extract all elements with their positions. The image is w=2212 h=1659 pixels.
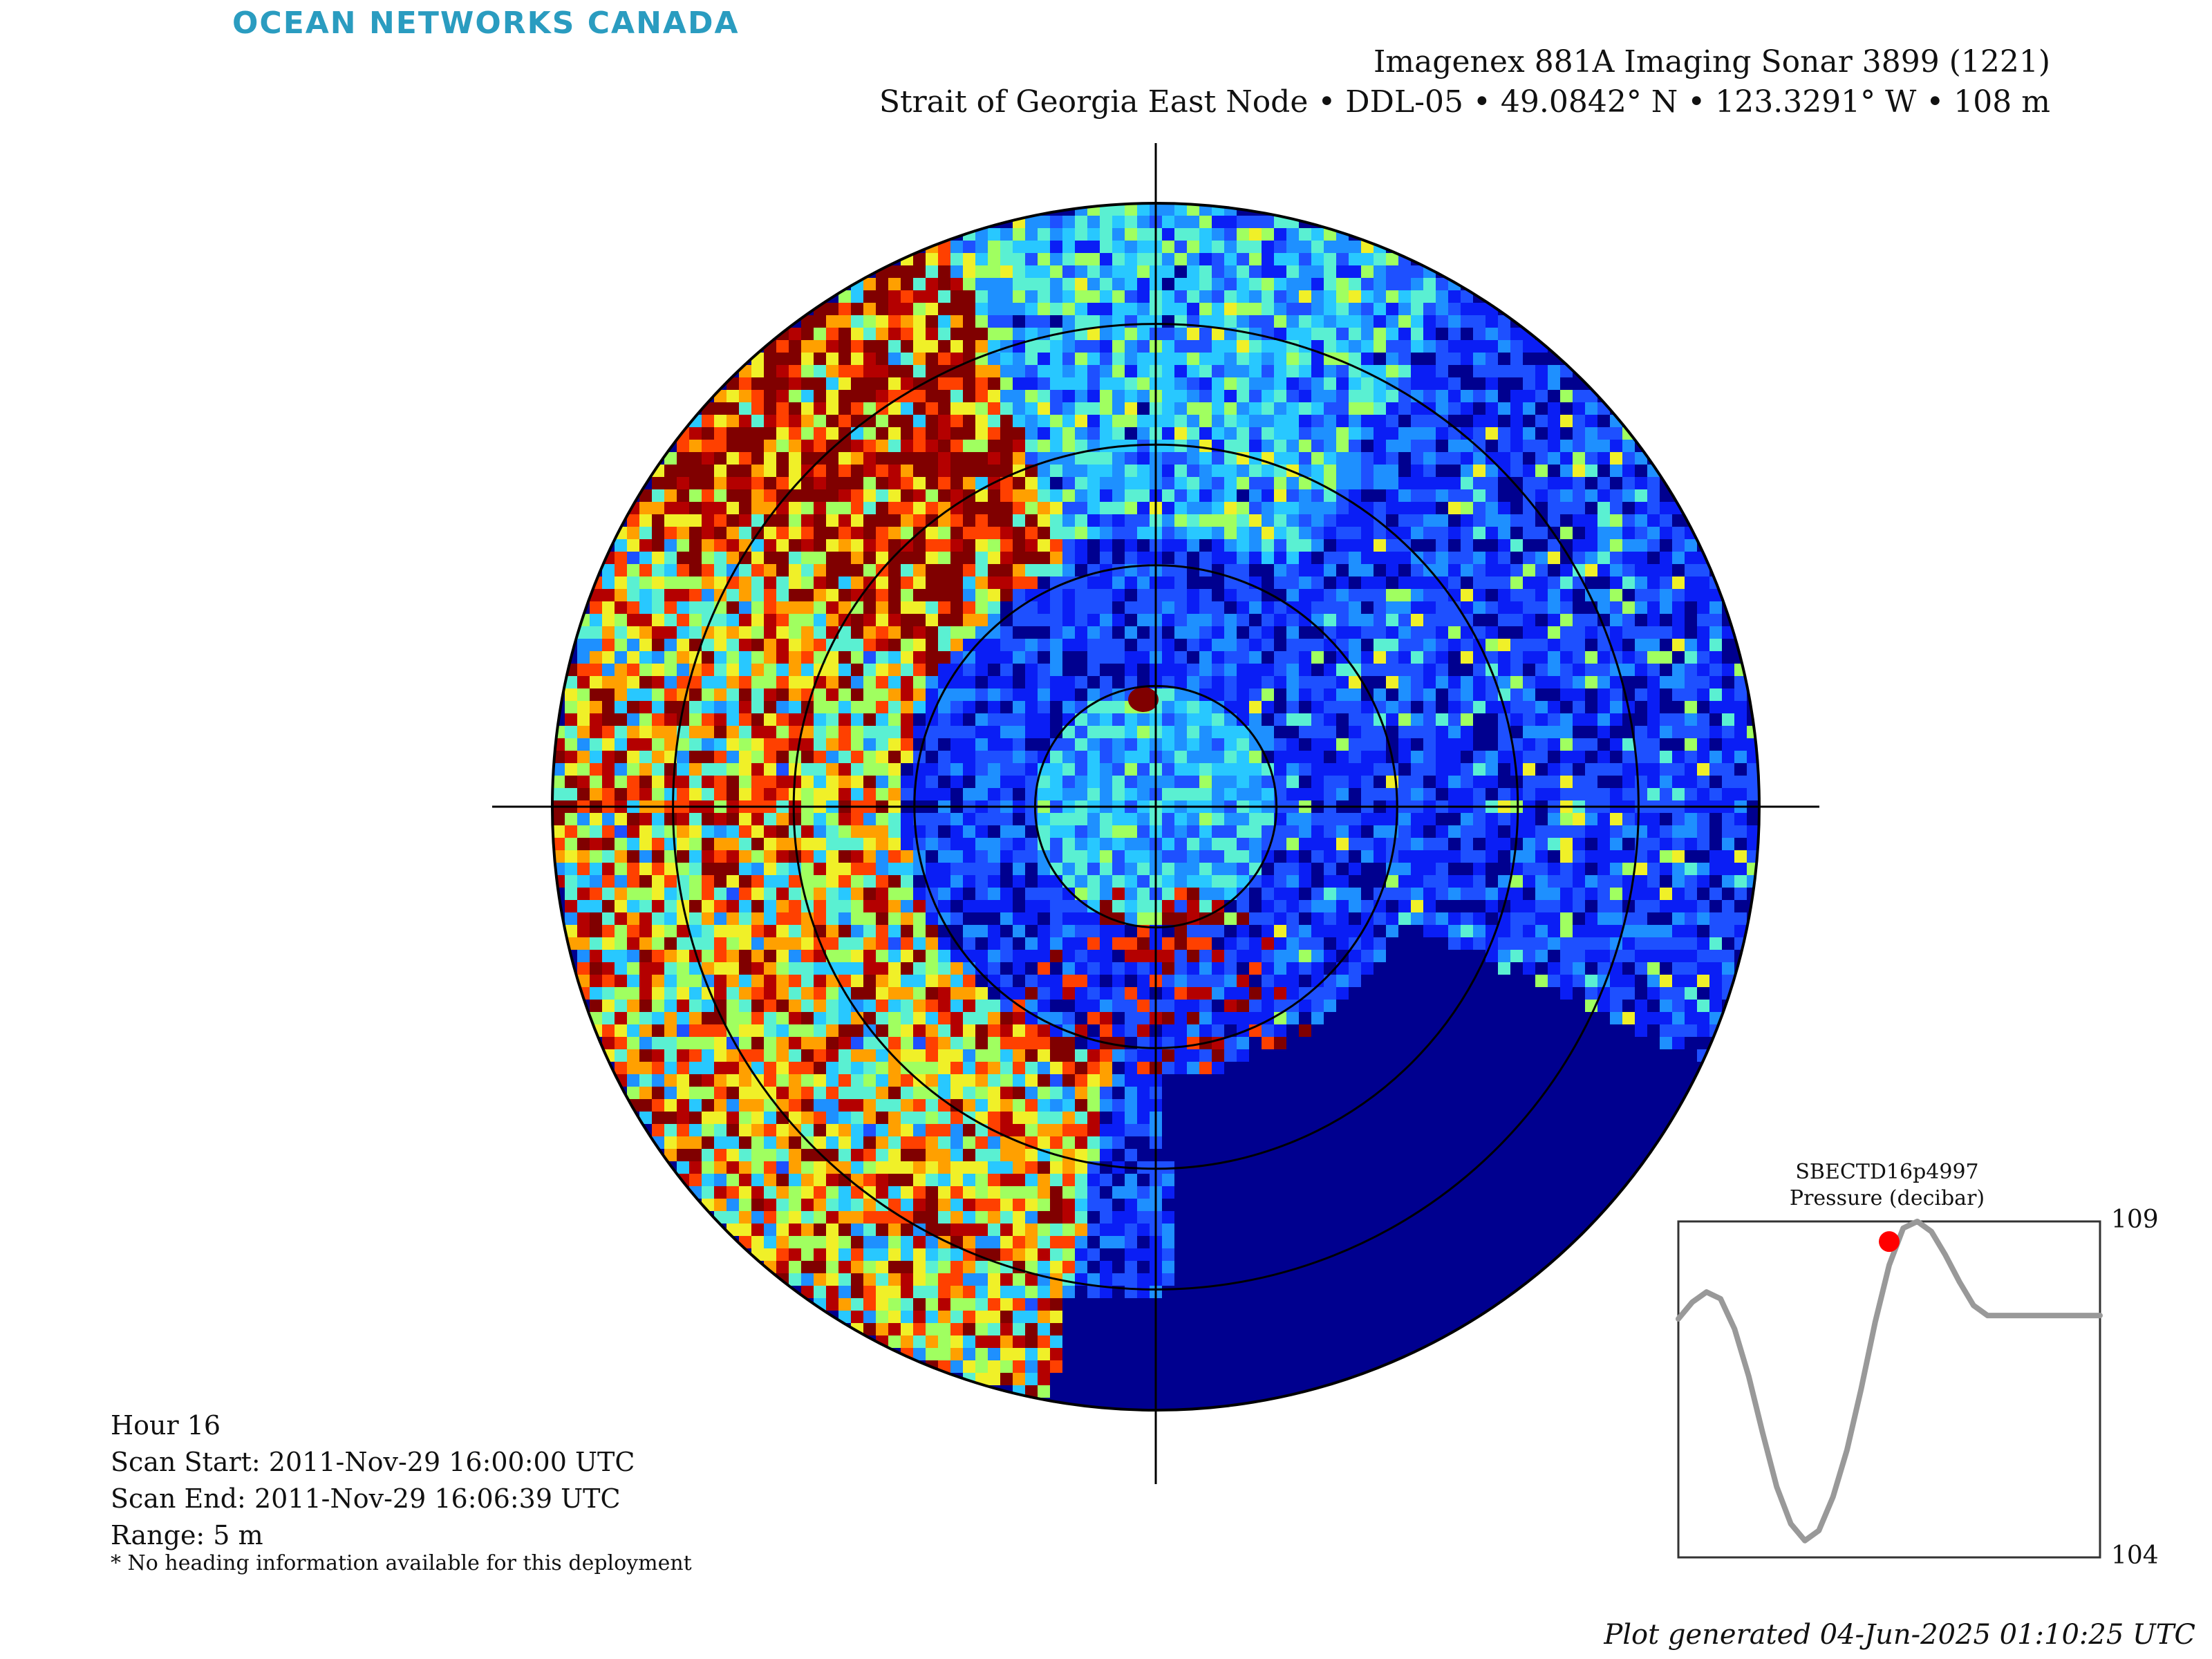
inset-quantity-title: Pressure (decibar) bbox=[1789, 1186, 1985, 1210]
heading-note: * No heading information available for t… bbox=[111, 1551, 692, 1575]
sonar-returns bbox=[552, 203, 1759, 1398]
instrument-title: Imagenex 881A Imaging Sonar 3899 (1221) bbox=[1373, 44, 2050, 79]
target-return bbox=[1128, 687, 1159, 712]
location-subtitle: Strait of Georgia East Node • DDL-05 • 4… bbox=[879, 84, 2050, 120]
scan-end: Scan End: 2011-Nov-29 16:06:39 UTC bbox=[111, 1483, 621, 1514]
sonar-grid bbox=[492, 143, 1819, 1484]
pressure-inset bbox=[1676, 1219, 2103, 1559]
inset-ytick-top: 109 bbox=[2111, 1206, 2159, 1234]
current-time-marker bbox=[1879, 1231, 1900, 1253]
scan-start: Scan Start: 2011-Nov-29 16:00:00 UTC bbox=[111, 1447, 635, 1477]
inset-frame bbox=[1677, 1220, 2101, 1559]
inset-ytick-bottom: 104 bbox=[2111, 1541, 2159, 1570]
ocean-networks-canada-logo: OCEAN NETWORKS CANADA bbox=[232, 6, 740, 41]
scan-range: Range: 5 m bbox=[111, 1520, 263, 1550]
pressure-series-line bbox=[1676, 1219, 2103, 1544]
scan-hour: Hour 16 bbox=[111, 1410, 221, 1441]
plot-generated-timestamp: Plot generated 04-Jun-2025 01:10:25 UTC bbox=[1604, 1619, 2195, 1651]
inset-sensor-title: SBECTD16p4997 bbox=[1795, 1160, 1979, 1184]
